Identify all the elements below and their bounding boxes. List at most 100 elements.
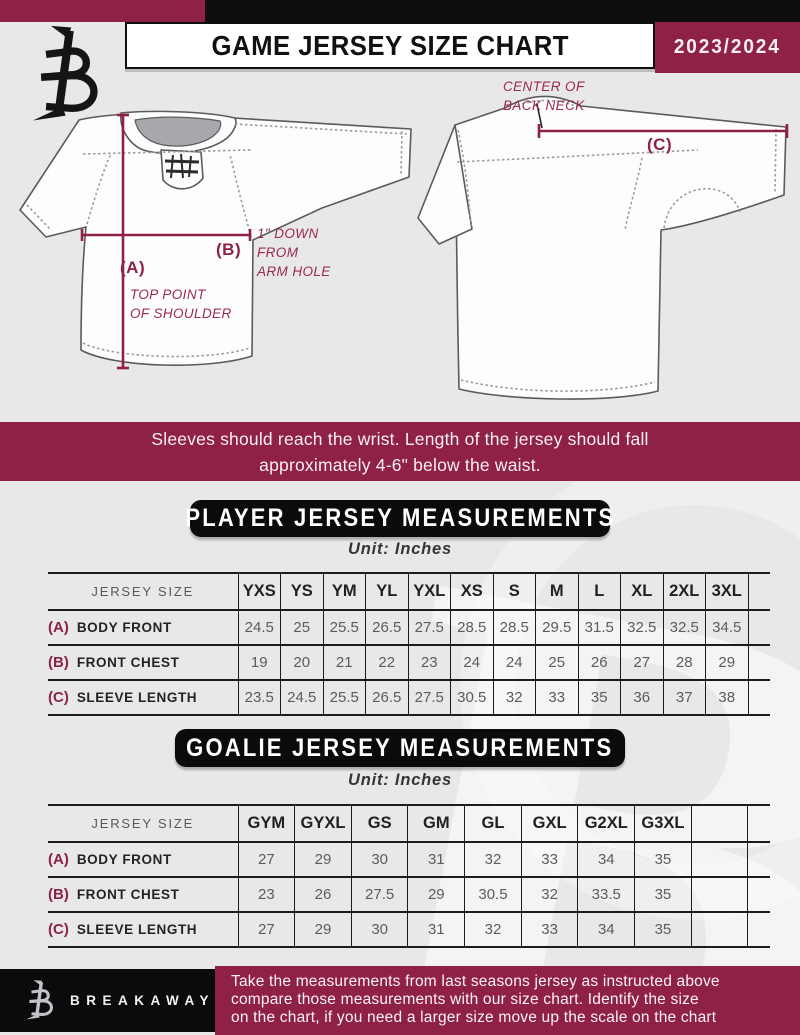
row-label: (B) FRONT CHEST	[48, 876, 239, 912]
table-overhang	[748, 679, 770, 716]
label-A: (A)	[120, 258, 146, 277]
size-value-cell: 31.5	[577, 609, 621, 645]
size-column-header: G2XL	[577, 804, 636, 842]
size-column-header: 2XL	[662, 572, 706, 610]
row-label: (C) SLEEVE LENGTH	[48, 911, 239, 948]
size-column-header: YXL	[407, 572, 451, 610]
size-value-cell: 25.5	[322, 679, 366, 716]
row-key: (B)	[48, 653, 69, 671]
goalie-table-wrap: JERSEY SIZE GYM GYXL GS GM GL GXL G2XL G3XL (A) BO…	[48, 804, 770, 948]
size-value-cell: 31	[407, 841, 466, 877]
goalie-section-header: GOALIE JERSEY MEASUREMENTS	[175, 729, 625, 767]
size-value-cell: 38	[705, 679, 749, 716]
label-B: (B)	[216, 240, 242, 259]
notice-line-1: Sleeves should reach the wrist. Length o…	[151, 428, 649, 449]
measurement-row: (C) SLEEVE LENGTH 27 29 30 31 32 33 34 35	[48, 911, 770, 948]
size-value-cell: 23	[407, 644, 451, 680]
size-value-cell: 30	[350, 911, 409, 948]
size-value-cell	[690, 876, 749, 912]
size-value-cell: 31	[407, 911, 466, 948]
size-value-cell	[690, 911, 749, 948]
size-value-cell: 26.5	[365, 679, 409, 716]
size-header-row: JERSEY SIZE GYM GYXL GS GM GL GXL G2XL G3XL	[48, 804, 770, 842]
row-key: (A)	[48, 850, 69, 868]
size-value-cell: 23	[237, 876, 296, 912]
footer-instructions: Take the measurements from last seasons …	[215, 966, 800, 1035]
front-jersey-diagram	[19, 110, 412, 370]
size-value-cell: 33	[535, 679, 579, 716]
season-badge: 2023/2024	[655, 22, 800, 73]
row-label: (A) BODY FRONT	[48, 609, 238, 645]
footer-line-3: on the chart, if you need a larger size …	[231, 1008, 717, 1026]
size-column-header: GM	[407, 804, 466, 842]
note-center-of-back-neck: CENTER OF BACK NECK	[503, 79, 585, 113]
size-value-cell: 36	[620, 679, 664, 716]
size-value-cell: 28	[662, 644, 706, 680]
size-column-header: GYM	[237, 804, 296, 842]
row-label-text: SLEEVE LENGTH	[76, 689, 198, 705]
player-size-table: JERSEY SIZE YXS YS YM YL YXL XS S M L XL 2XL 3XL (A) B…	[48, 572, 770, 716]
row-label-text: FRONT CHEST	[76, 886, 180, 902]
table-overhang	[748, 609, 770, 645]
size-column-header: YS	[280, 572, 324, 610]
size-column-header: GYXL	[294, 804, 352, 842]
goalie-unit-label: Unit: Inches	[347, 771, 453, 789]
size-value-cell: 25	[535, 644, 579, 680]
player-section-title: PLAYER JERSEY MEASUREMENTS	[184, 504, 616, 532]
page-title: GAME JERSEY SIZE CHART	[211, 29, 569, 61]
label-C: (C)	[647, 135, 673, 154]
jersey-size-header: JERSEY SIZE	[48, 804, 239, 842]
size-value-cell: 30	[350, 841, 409, 877]
size-value-cell: 34	[577, 911, 636, 948]
size-value-cell: 32	[492, 679, 536, 716]
size-column-header: 3XL	[705, 572, 749, 610]
table-overhang	[747, 804, 770, 842]
measurement-row: (B) FRONT CHEST 23 26 27.5 29 30.5 32 33.5 35	[48, 876, 770, 912]
size-value-cell: 32	[464, 911, 522, 948]
measure-line-C	[537, 124, 789, 138]
size-value-cell: 35	[577, 679, 621, 716]
footer-line-1: Take the measurements from last seasons …	[231, 973, 720, 990]
table-overhang	[747, 876, 770, 912]
fit-notice-banner: Sleeves should reach the wrist. Length o…	[0, 422, 800, 481]
size-header-row: JERSEY SIZE YXS YS YM YL YXL XS S M L XL 2XL 3XL	[48, 572, 770, 610]
size-value-cell: 27.5	[407, 679, 451, 716]
size-value-cell: 24.5	[237, 609, 281, 645]
size-value-cell: 27	[237, 911, 296, 948]
size-column-header: G3XL	[634, 804, 692, 842]
measurement-row: (A) BODY FRONT 27 29 30 31 32 33 34 35	[48, 841, 770, 877]
size-value-cell: 32	[520, 876, 579, 912]
size-value-cell: 24	[492, 644, 536, 680]
size-value-cell: 29	[407, 876, 466, 912]
size-column-header: M	[535, 572, 579, 610]
table-overhang	[747, 841, 770, 877]
measurement-row: (A) BODY FRONT 24.5 25 25.5 26.5 27.5 28.5 28.5 2…	[48, 609, 770, 645]
size-column-header: L	[577, 572, 621, 610]
row-label-text: FRONT CHEST	[76, 654, 180, 670]
player-table-wrap: JERSEY SIZE YXS YS YM YL YXL XS S M L XL 2XL 3XL (A) B…	[48, 572, 770, 716]
note-down-from-armhole: 1" DOWN FROM ARM HOLE	[257, 226, 331, 279]
size-value-cell: 26	[577, 644, 621, 680]
size-column-header: YL	[365, 572, 409, 610]
size-value-cell: 22	[365, 644, 409, 680]
size-value-cell: 34.5	[705, 609, 749, 645]
row-key: (B)	[48, 885, 69, 903]
size-value-cell: 29	[294, 841, 352, 877]
row-key: (C)	[48, 688, 69, 706]
size-value-cell: 28.5	[450, 609, 494, 645]
title-banner: GAME JERSEY SIZE CHART	[125, 22, 655, 69]
back-jersey-diagram	[417, 95, 789, 400]
size-value-cell: 32	[464, 841, 522, 877]
row-label: (C) SLEEVE LENGTH	[48, 679, 238, 716]
size-value-cell: 32.5	[662, 609, 706, 645]
size-value-cell: 19	[237, 644, 281, 680]
size-column-header: XS	[450, 572, 494, 610]
size-value-cell: 29	[705, 644, 749, 680]
goalie-size-table: JERSEY SIZE GYM GYXL GS GM GL GXL G2XL G3XL (A) BO…	[48, 804, 770, 948]
size-value-cell: 23.5	[237, 679, 281, 716]
size-value-cell: 21	[322, 644, 366, 680]
size-value-cell: 27.5	[350, 876, 409, 912]
footer: Take the measurements from last seasons …	[0, 966, 800, 1035]
neck-pointer-line	[536, 103, 543, 129]
